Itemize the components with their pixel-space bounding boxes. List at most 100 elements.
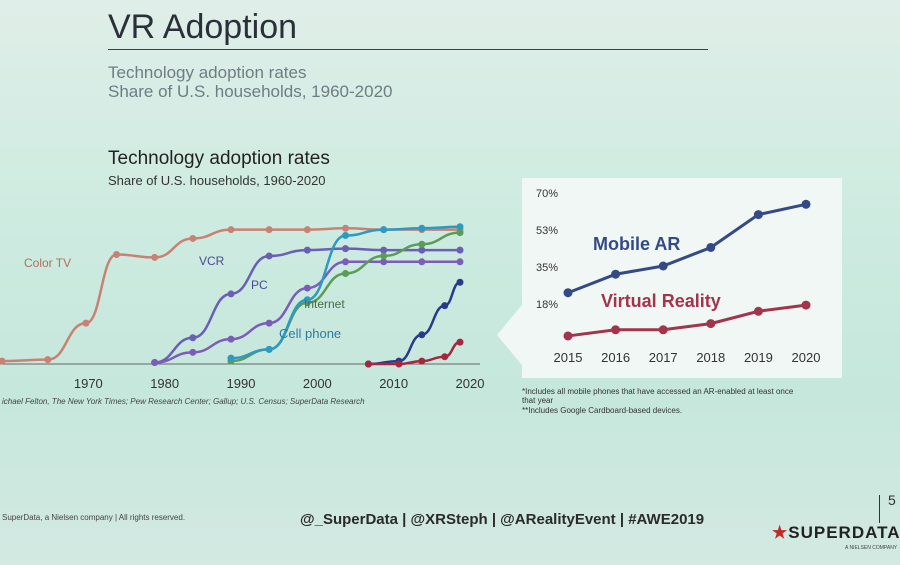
ar-y-tick-35: 35% <box>536 262 558 274</box>
adoption-chart-subtitle: Share of U.S. households, 1960-2020 <box>108 173 326 188</box>
adoption-point-color-tv-1980 <box>151 253 159 261</box>
adoption-point-color-tv-1990 <box>227 226 235 234</box>
adoption-point-pc-2015 <box>418 258 426 266</box>
adoption-x-tick-2000: 2000 <box>303 376 332 391</box>
adoption-legend-internet: Internet <box>304 297 345 311</box>
adoption-point-pc-1980 <box>151 359 159 367</box>
adoption-line-series-6 <box>368 280 461 366</box>
adoption-point-pc-2010 <box>380 258 388 266</box>
slide-subtitle-line2: Share of U.S. households, 1960-2020 <box>108 82 393 101</box>
ar-point-virtual-reality-2020 <box>801 300 811 310</box>
adoption-point-pc-1985 <box>189 348 197 356</box>
adoption-x-tick-2020: 2020 <box>456 376 485 391</box>
adoption-point-series-7-2018 <box>441 353 449 361</box>
adoption-line-chart: 1970 1980 1990 2000 2010 2020 Color TV VCR PC In… <box>0 223 484 391</box>
adoption-point-color-tv-1995 <box>265 226 273 234</box>
ar-vr-line-chart: 70% 53% 35% 18% 2015 2016 2017 2018 2019 2020 Mo… <box>536 188 820 365</box>
ar-point-virtual-reality-2019 <box>753 306 763 316</box>
adoption-point-pc-2020 <box>456 258 464 266</box>
ar-point-mobile-ar-2016 <box>611 269 621 279</box>
adoption-legend-vcr: VCR <box>199 254 225 268</box>
adoption-point-cell-phone-2015 <box>418 224 426 232</box>
adoption-point-pc-2005 <box>342 258 349 266</box>
brand-subtitle: A NIELSEN COMPANY <box>845 545 898 551</box>
adoption-point-series-6-2018 <box>441 302 449 310</box>
ar-point-mobile-ar-2019 <box>753 210 763 220</box>
star-icon: ★ <box>772 523 789 542</box>
adoption-point-color-tv-1971 <box>82 319 90 327</box>
adoption-point-vcr-2020 <box>456 246 464 254</box>
ar-point-virtual-reality-2015 <box>563 331 573 341</box>
adoption-point-series-6-2015 <box>418 331 426 339</box>
adoption-point-internet-2010 <box>380 252 388 260</box>
brand-name: SUPERDATA <box>788 523 900 542</box>
adoption-point-cell-phone-2005 <box>342 232 349 240</box>
ar-point-mobile-ar-2018 <box>706 242 716 252</box>
adoption-x-tick-2010: 2010 <box>379 376 408 391</box>
page-number-rule <box>879 495 880 523</box>
ar-point-mobile-ar-2017 <box>658 261 668 271</box>
adoption-point-vcr-2015 <box>418 246 426 254</box>
ar-line-mobile-ar <box>567 202 807 295</box>
adoption-legend-cell-phone: Cell phone <box>279 326 341 341</box>
adoption-point-internet-2020 <box>456 229 464 237</box>
ar-line-virtual-reality <box>567 303 807 338</box>
adoption-point-pc-1990 <box>227 335 235 343</box>
ar-x-tick-2015: 2015 <box>554 350 583 365</box>
ar-point-mobile-ar-2020 <box>801 199 811 209</box>
adoption-point-internet-2015 <box>418 240 426 248</box>
adoption-x-tick-1970: 1970 <box>74 376 103 391</box>
adoption-point-cell-phone-2000 <box>303 296 311 304</box>
source-citation: ichael Felton, The New York Times; Pew R… <box>2 397 365 406</box>
adoption-chart-title: Technology adoption rates <box>108 148 330 169</box>
ar-x-tick-2020: 2020 <box>792 350 821 365</box>
adoption-point-series-7-2020 <box>456 338 464 346</box>
ar-y-tick-53: 53% <box>536 225 558 237</box>
copyright-text: SuperData, a Nielsen company | All right… <box>2 513 186 522</box>
ar-x-tick-2018: 2018 <box>696 350 725 365</box>
footnote-1-cont: that year <box>522 396 554 405</box>
adoption-point-series-6-2020 <box>456 278 464 286</box>
adoption-point-vcr-2010 <box>380 246 388 254</box>
adoption-point-cell-phone-1995 <box>265 345 273 353</box>
footnote-1: *Includes all mobile phones that have ac… <box>522 387 794 396</box>
ar-point-mobile-ar-2015 <box>563 288 573 298</box>
adoption-point-cell-phone-2020 <box>456 223 464 231</box>
adoption-point-pc-1995 <box>265 319 273 327</box>
callout-arrow <box>497 300 526 370</box>
adoption-line-series-7 <box>368 340 461 366</box>
ar-x-tick-2017: 2017 <box>649 350 678 365</box>
adoption-point-series-7-2015 <box>418 357 426 365</box>
adoption-point-vcr-2000 <box>303 246 311 254</box>
adoption-x-tick-1980: 1980 <box>150 376 179 391</box>
adoption-point-color-tv-1985 <box>189 234 197 242</box>
ar-y-tick-70: 70% <box>536 188 558 200</box>
ar-x-tick-2019: 2019 <box>744 350 773 365</box>
ar-y-tick-18: 18% <box>536 299 558 311</box>
adoption-point-vcr-2005 <box>342 245 349 253</box>
ar-x-tick-2016: 2016 <box>601 350 630 365</box>
footnote-2: **Includes Google Cardboard-based device… <box>522 406 683 415</box>
adoption-x-tick-1990: 1990 <box>227 376 256 391</box>
page-number: 5 <box>888 492 896 508</box>
ar-vr-panel <box>522 178 842 378</box>
adoption-line-pc <box>154 260 460 364</box>
adoption-point-color-tv-2000 <box>303 226 311 234</box>
adoption-point-cell-phone-1990 <box>227 354 235 362</box>
adoption-point-vcr-1985 <box>189 334 197 342</box>
ar-legend-virtual-reality: Virtual Reality <box>601 291 721 311</box>
adoption-point-pc-2000 <box>303 284 311 292</box>
title-underline <box>108 49 708 50</box>
superdata-logo: ★SUPERDATA <box>772 523 900 543</box>
adoption-point-color-tv-2005 <box>342 224 349 232</box>
ar-point-virtual-reality-2018 <box>706 319 716 329</box>
adoption-point-vcr-1995 <box>265 252 273 260</box>
adoption-point-internet-2005 <box>342 269 349 277</box>
adoption-point-color-tv-1975 <box>113 251 120 258</box>
social-handles: @_SuperData | @XRSteph | @ARealityEvent … <box>300 511 705 528</box>
adoption-point-vcr-1990 <box>227 290 235 298</box>
ar-point-virtual-reality-2016 <box>611 325 621 335</box>
adoption-point-series-7-2008 <box>364 360 372 368</box>
adoption-point-cell-phone-2010 <box>380 226 388 234</box>
